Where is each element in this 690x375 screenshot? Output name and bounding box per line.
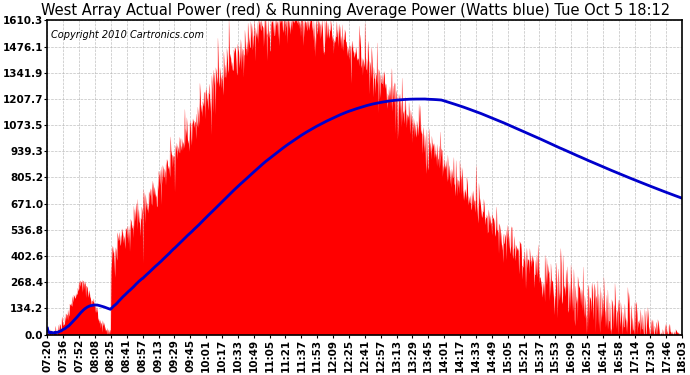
Text: Copyright 2010 Cartronics.com: Copyright 2010 Cartronics.com	[50, 30, 204, 40]
Text: West Array Actual Power (red) & Running Average Power (Watts blue) Tue Oct 5 18:: West Array Actual Power (red) & Running …	[41, 3, 670, 18]
